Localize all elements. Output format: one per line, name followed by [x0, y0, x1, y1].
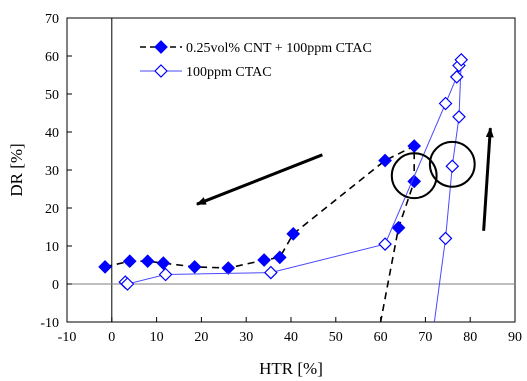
x-tick-label: 90: [508, 330, 522, 345]
series-line: [104, 144, 416, 323]
data-point: [257, 253, 271, 267]
y-tick-label: 70: [45, 12, 59, 27]
data-point: [438, 96, 453, 111]
series-layer: [98, 52, 469, 323]
y-axis-title: DR [%]: [7, 143, 26, 196]
data-point: [140, 254, 155, 269]
y-tick-label: 0: [52, 278, 59, 293]
highlight-circle: [428, 140, 476, 188]
data-point: [120, 277, 135, 291]
legend-label: 100ppm CTAC: [186, 65, 272, 80]
data-point: [454, 52, 469, 67]
y-tick-label: 40: [45, 126, 59, 141]
data-point: [445, 159, 460, 174]
x-tick-label: 10: [150, 330, 164, 345]
highlight-circle: [390, 152, 438, 200]
y-tick-label: 30: [45, 164, 59, 179]
annotation-layer: [195, 127, 494, 231]
data-point: [263, 265, 278, 280]
data-point: [286, 226, 301, 241]
data-point: [438, 231, 453, 246]
trend-arrow: [195, 153, 323, 206]
data-point: [98, 260, 112, 274]
x-tick-label: 50: [329, 330, 343, 345]
data-point: [221, 261, 236, 275]
y-tick-label: -10: [40, 316, 59, 331]
trend-arrow: [482, 127, 494, 231]
y-tick-label: 60: [45, 50, 59, 65]
data-point: [378, 237, 392, 251]
x-tick-label: 60: [374, 330, 388, 345]
data-point: [122, 254, 137, 269]
x-tick-label: 40: [284, 330, 298, 345]
legend-label: 0.25vol% CNT + 100ppm CTAC: [186, 41, 372, 56]
data-point: [391, 220, 406, 235]
legend: 0.25vol% CNT + 100ppm CTAC 100ppm CTAC: [140, 40, 372, 80]
data-point: [156, 256, 171, 270]
x-tick-label: -10: [58, 330, 77, 345]
y-tick-label: 20: [45, 202, 59, 217]
x-tick-label: 0: [108, 330, 115, 345]
data-point: [452, 109, 466, 124]
series-2: [118, 52, 469, 323]
x-axis-title: HTR [%]: [259, 359, 323, 378]
y-tick-label: 50: [45, 88, 59, 103]
tick-labels: -10 0 10 20 30 40 50 60 70 80 90 -10 0 10 20 30 40 50 60 70: [40, 12, 522, 345]
y-tick-label: 10: [45, 240, 59, 255]
legend-marker: [154, 64, 168, 78]
series-1: [98, 139, 422, 323]
x-tick-label: 30: [239, 330, 253, 345]
data-point: [272, 250, 287, 265]
data-point: [378, 153, 392, 168]
data-point: [158, 267, 173, 282]
legend-marker: [154, 40, 168, 54]
plot-area: [67, 18, 515, 322]
x-tick-label: 70: [418, 330, 432, 345]
data-point: [449, 70, 464, 84]
data-point: [187, 260, 202, 274]
axes: [66, 17, 516, 323]
x-tick-label: 80: [463, 330, 477, 345]
data-point: [407, 139, 422, 153]
x-tick-label: 20: [194, 330, 208, 345]
